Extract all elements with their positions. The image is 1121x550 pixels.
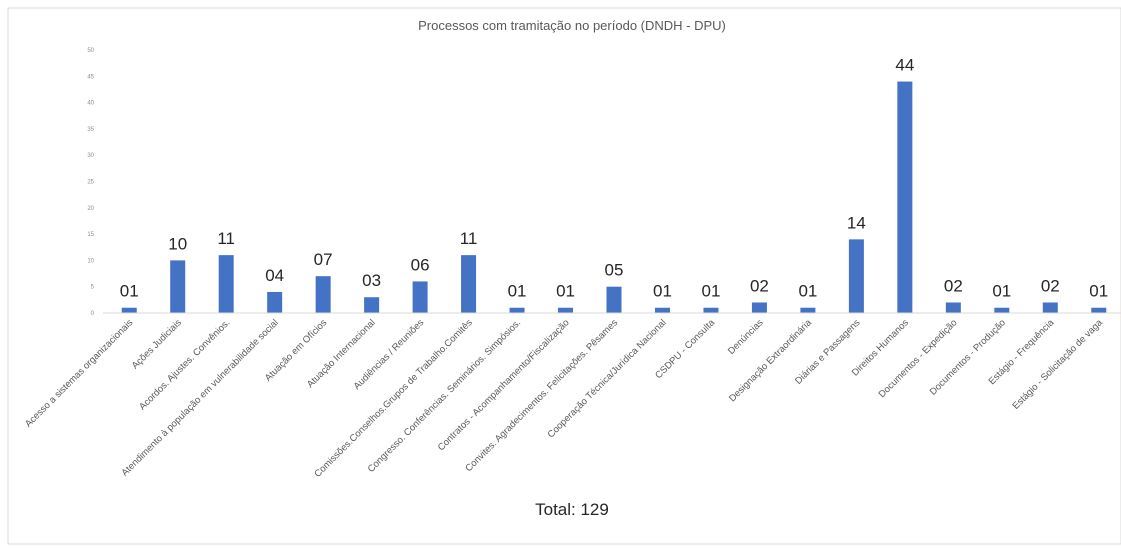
data-label: 14: [847, 213, 866, 232]
data-label: 01: [992, 282, 1011, 301]
bar: [897, 81, 913, 313]
bar: [558, 307, 574, 313]
bar: [121, 307, 137, 313]
y-tick-label: 5: [91, 285, 95, 291]
data-label: 01: [1089, 282, 1108, 301]
bar: [654, 307, 670, 313]
data-label: 01: [508, 282, 527, 301]
data-label: 07: [314, 250, 333, 269]
data-label: 06: [411, 255, 430, 274]
data-label: 02: [1041, 276, 1060, 295]
bar: [364, 297, 380, 313]
bars: [121, 81, 1107, 313]
data-label: 05: [605, 261, 624, 280]
data-label: 10: [168, 234, 187, 253]
bar: [170, 260, 186, 313]
bar: [848, 239, 864, 313]
bar: [218, 255, 234, 313]
y-tick-label: 20: [87, 206, 94, 212]
y-tick-label: 50: [87, 48, 94, 54]
bar: [606, 286, 622, 313]
data-label: 04: [265, 266, 284, 285]
chart-frame: [7, 7, 1121, 545]
y-tick-label: 25: [87, 180, 94, 186]
bar: [412, 281, 428, 313]
data-label: 11: [460, 229, 478, 248]
data-label: 01: [798, 282, 817, 301]
data-label: 01: [120, 282, 139, 301]
data-label: 02: [944, 276, 963, 295]
data-label: 03: [362, 271, 381, 290]
total-label: Total: 129: [535, 500, 609, 519]
data-label: 01: [653, 282, 672, 301]
data-label: 02: [750, 276, 769, 295]
data-label: 01: [701, 282, 720, 301]
y-tick-label: 15: [87, 232, 94, 238]
bar: [1042, 302, 1058, 313]
bar: [751, 302, 767, 313]
bar: [994, 307, 1010, 313]
chart-title: Processos com tramitação no período (DND…: [418, 18, 726, 33]
bar: [267, 291, 283, 313]
bar: [800, 307, 816, 313]
y-tick-label: 10: [87, 258, 94, 264]
bar: [509, 307, 525, 313]
data-label: 11: [217, 229, 235, 248]
bar: [315, 276, 331, 313]
data-labels: 01 10 11 04 07 03 06 11 01 01 05 01 01 02 01 14 44 02 01 02…: [120, 56, 1108, 301]
y-tick-label: 30: [87, 153, 94, 159]
bar: [703, 307, 719, 313]
y-tick-label: 45: [87, 74, 94, 80]
data-label: 01: [556, 282, 575, 301]
y-tick-label: 0: [91, 311, 95, 317]
bar: [1091, 307, 1107, 313]
y-axis: 0 5 10 15 20 25 30 35 40 45 50: [87, 48, 94, 317]
bar: [461, 255, 477, 313]
y-tick-label: 40: [87, 101, 94, 107]
bar: [945, 302, 961, 313]
y-tick-label: 35: [87, 127, 94, 133]
data-label: 44: [895, 56, 914, 75]
